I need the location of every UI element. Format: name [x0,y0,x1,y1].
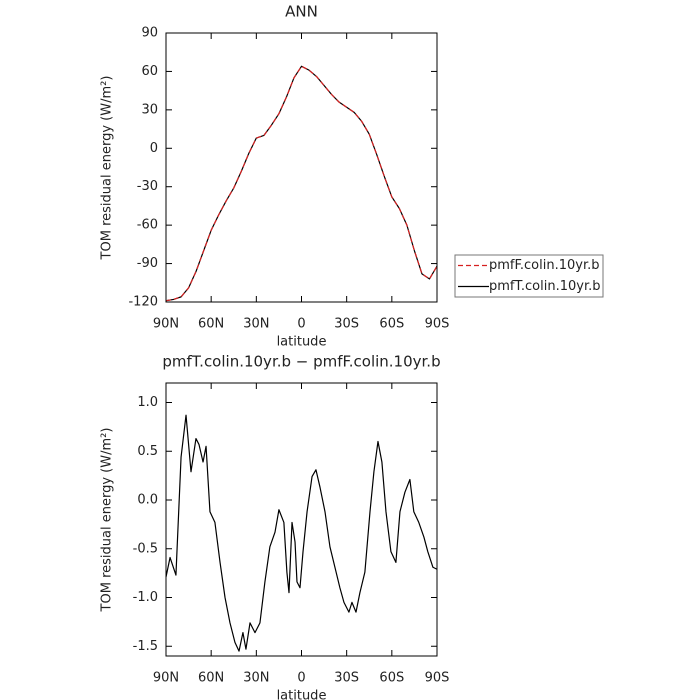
y-axis-label: TOM residual energy (W/m²) [100,428,115,613]
y-tick-label: 0 [150,141,158,156]
y-tick-label: -120 [128,295,158,310]
plot: pmfT.colin.10yr.b − pmfF.colin.10yr.b lat… [100,353,450,700]
x-tick-label: 60S [379,671,404,686]
plot-frame [165,382,438,657]
ticks [165,32,438,303]
ticks [165,383,438,656]
legend-frame [454,254,604,298]
x-tick-label: 90N [153,317,179,332]
x-tick-label: 90S [425,317,450,332]
data-line [165,65,438,302]
x-tick-label: 60S [379,317,404,332]
x-tick-label: 90N [153,671,179,686]
y-tick-label: -1.0 [133,590,158,605]
y-tick-label: 1.0 [137,395,158,410]
legend-label: pmfT.colin.10yr.b [489,279,601,294]
y-tick-label: -90 [137,256,158,271]
x-axis-label: latitude [277,689,327,700]
y-tick-label: -60 [137,218,158,233]
y-tick-label: 90 [141,26,158,41]
x-tick-label: 60N [198,317,224,332]
y-tick-label: -30 [137,179,158,194]
x-tick-label: 60N [198,671,224,686]
plot: ANN latitude TOM residual energy (W/m²) 90N… [100,3,604,350]
y-tick-label: 0.5 [137,444,158,459]
x-tick-label: 30S [334,671,359,686]
x-tick-label: 30N [243,671,269,686]
x-tick-label: 90S [425,671,450,686]
x-tick-label: 30N [243,317,269,332]
y-axis-label: TOM residual energy (W/m²) [100,76,115,261]
y-tick-label: -1.5 [133,639,158,654]
x-tick-label: 0 [297,671,305,686]
y-tick-label: 60 [141,64,158,79]
y-tick-label: -0.5 [133,541,158,556]
legend-label: pmfF.colin.10yr.b [489,258,599,273]
y-tick-label: 0.0 [137,493,158,508]
data-line [165,65,438,302]
x-tick-label: 0 [297,317,305,332]
chart-title: pmfT.colin.10yr.b − pmfF.colin.10yr.b [162,353,440,371]
x-axis-label: latitude [277,335,327,350]
data-line [165,414,438,652]
plot-frame [165,32,438,303]
y-tick-label: 30 [141,102,158,117]
chart-title: ANN [285,3,318,21]
legend: pmfF.colin.10yr.b pmfT.colin.10yr.b [454,254,604,298]
x-tick-label: 30S [334,317,359,332]
